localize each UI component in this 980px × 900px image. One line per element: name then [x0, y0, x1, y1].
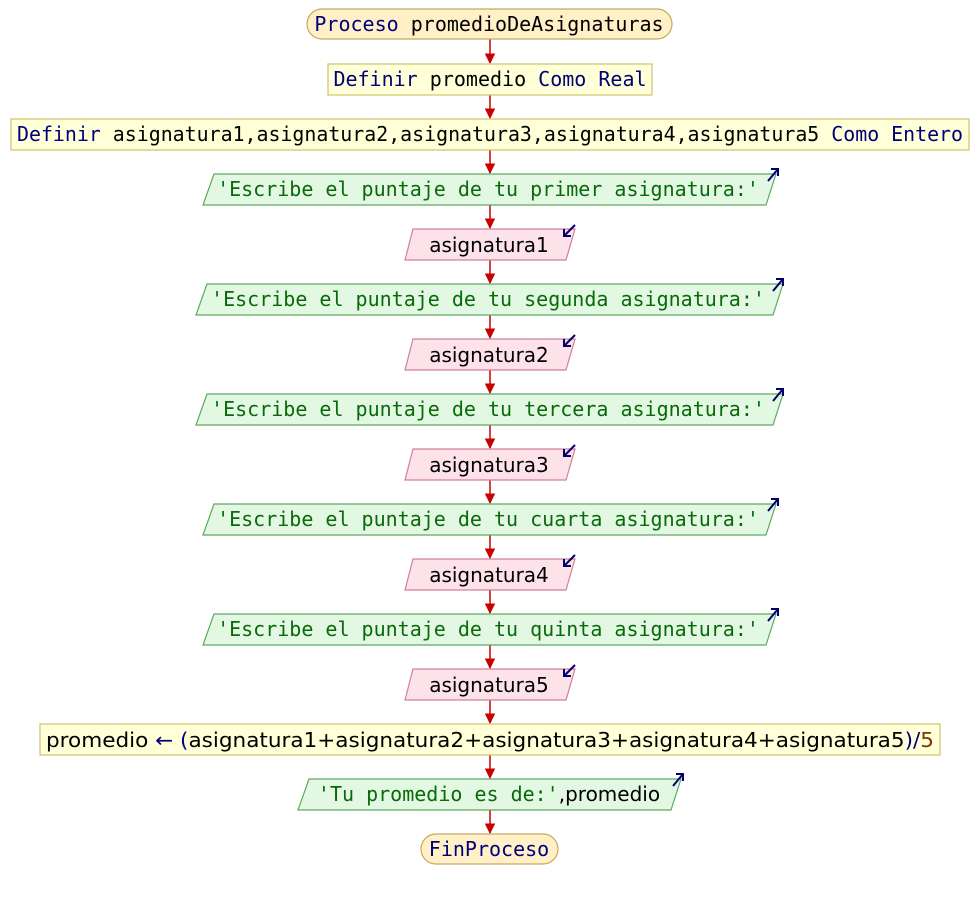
input-variable: asignatura4: [429, 563, 549, 587]
svg-text:promedio ← (asignatura1+asigna: promedio ← (asignatura1+asignatura2+asig…: [46, 728, 934, 752]
type-keyword: Real: [598, 67, 646, 91]
process-name: promedioDeAsignaturas: [411, 12, 664, 36]
input-variable: asignatura5: [429, 673, 549, 697]
input-node-4: asignatura4: [404, 554, 576, 591]
input-node-3: asignatura3: [404, 444, 576, 481]
output-text: 'Escribe el puntaje de tu cuarta asignat…: [217, 507, 759, 531]
define-promedio-node: Definir promedio Como Real: [327, 63, 653, 96]
input-arrow-icon: [563, 334, 576, 347]
output-arrow-icon: [772, 388, 784, 402]
input-arrow-icon: [563, 224, 576, 237]
input-node-1: asignatura1: [404, 224, 576, 261]
output-arrow-icon: [767, 608, 779, 622]
assignment-node: promedio ← (asignatura1+asignatura2+asig…: [39, 723, 941, 756]
output-node-1: 'Escribe el puntaje de tu primer asignat…: [202, 168, 779, 206]
start-keyword: Proceso: [314, 12, 398, 36]
svg-text:'Tu promedio es de:',promedio: 'Tu promedio es de:',promedio: [318, 782, 660, 806]
como-keyword: Como: [831, 122, 879, 146]
input-variable: asignatura2: [429, 343, 549, 367]
input-arrow-icon: [563, 664, 576, 677]
svg-text:Proceso promedioDeAsignaturas: Proceso promedioDeAsignaturas: [314, 12, 663, 36]
define-vars: asignatura1,asignatura2,asignatura3,asig…: [113, 122, 819, 146]
output-node-5: 'Escribe el puntaje de tu quinta asignat…: [202, 608, 779, 646]
close-paren: ): [905, 728, 913, 752]
output-text: 'Escribe el puntaje de tu primer asignat…: [217, 177, 759, 201]
output-text: 'Escribe el puntaje de tu segunda asigna…: [211, 287, 765, 311]
define-keyword: Definir: [17, 122, 101, 146]
svg-text:Definir promedio Como Real: Definir promedio Como Real: [333, 67, 646, 91]
type-keyword: Entero: [891, 122, 963, 146]
output-variable: ,promedio: [559, 782, 660, 806]
input-node-2: asignatura2: [404, 334, 576, 371]
output-node-6: 'Tu promedio es de:',promedio: [297, 773, 684, 811]
assign-expression: asignatura1+asignatura2+asignatura3+asig…: [188, 728, 904, 752]
assign-arrow: ←: [155, 728, 173, 752]
assign-target: promedio: [46, 728, 148, 752]
divide-operator: /: [913, 728, 921, 752]
output-arrow-icon: [767, 498, 779, 512]
input-variable: asignatura3: [429, 453, 549, 477]
define-vars: promedio: [430, 67, 526, 91]
end-keyword: FinProceso: [429, 837, 549, 861]
process-end-node: FinProceso: [420, 833, 559, 865]
como-keyword: Como: [538, 67, 586, 91]
svg-text:Definir asignatura1,asignatura: Definir asignatura1,asignatura2,asignatu…: [17, 122, 963, 146]
input-variable: asignatura1: [429, 233, 549, 257]
input-node-5: asignatura5: [404, 664, 576, 701]
output-node-4: 'Escribe el puntaje de tu cuarta asignat…: [202, 498, 779, 536]
output-arrow-icon: [772, 278, 784, 292]
open-paren: (: [180, 728, 188, 752]
input-arrow-icon: [563, 554, 576, 567]
output-arrow-icon: [672, 773, 684, 787]
output-node-2: 'Escribe el puntaje de tu segunda asigna…: [195, 278, 784, 316]
input-arrow-icon: [563, 444, 576, 457]
output-text: 'Escribe el puntaje de tu quinta asignat…: [217, 617, 759, 641]
divisor-number: 5: [920, 728, 934, 752]
define-keyword: Definir: [333, 67, 417, 91]
output-text: 'Escribe el puntaje de tu tercera asigna…: [211, 397, 765, 421]
output-arrow-icon: [767, 168, 779, 182]
define-asignaturas-node: Definir asignatura1,asignatura2,asignatu…: [10, 118, 970, 151]
output-node-3: 'Escribe el puntaje de tu tercera asigna…: [195, 388, 784, 426]
process-start-node: Proceso promedioDeAsignaturas: [306, 8, 673, 40]
output-string: 'Tu promedio es de:': [318, 782, 559, 806]
